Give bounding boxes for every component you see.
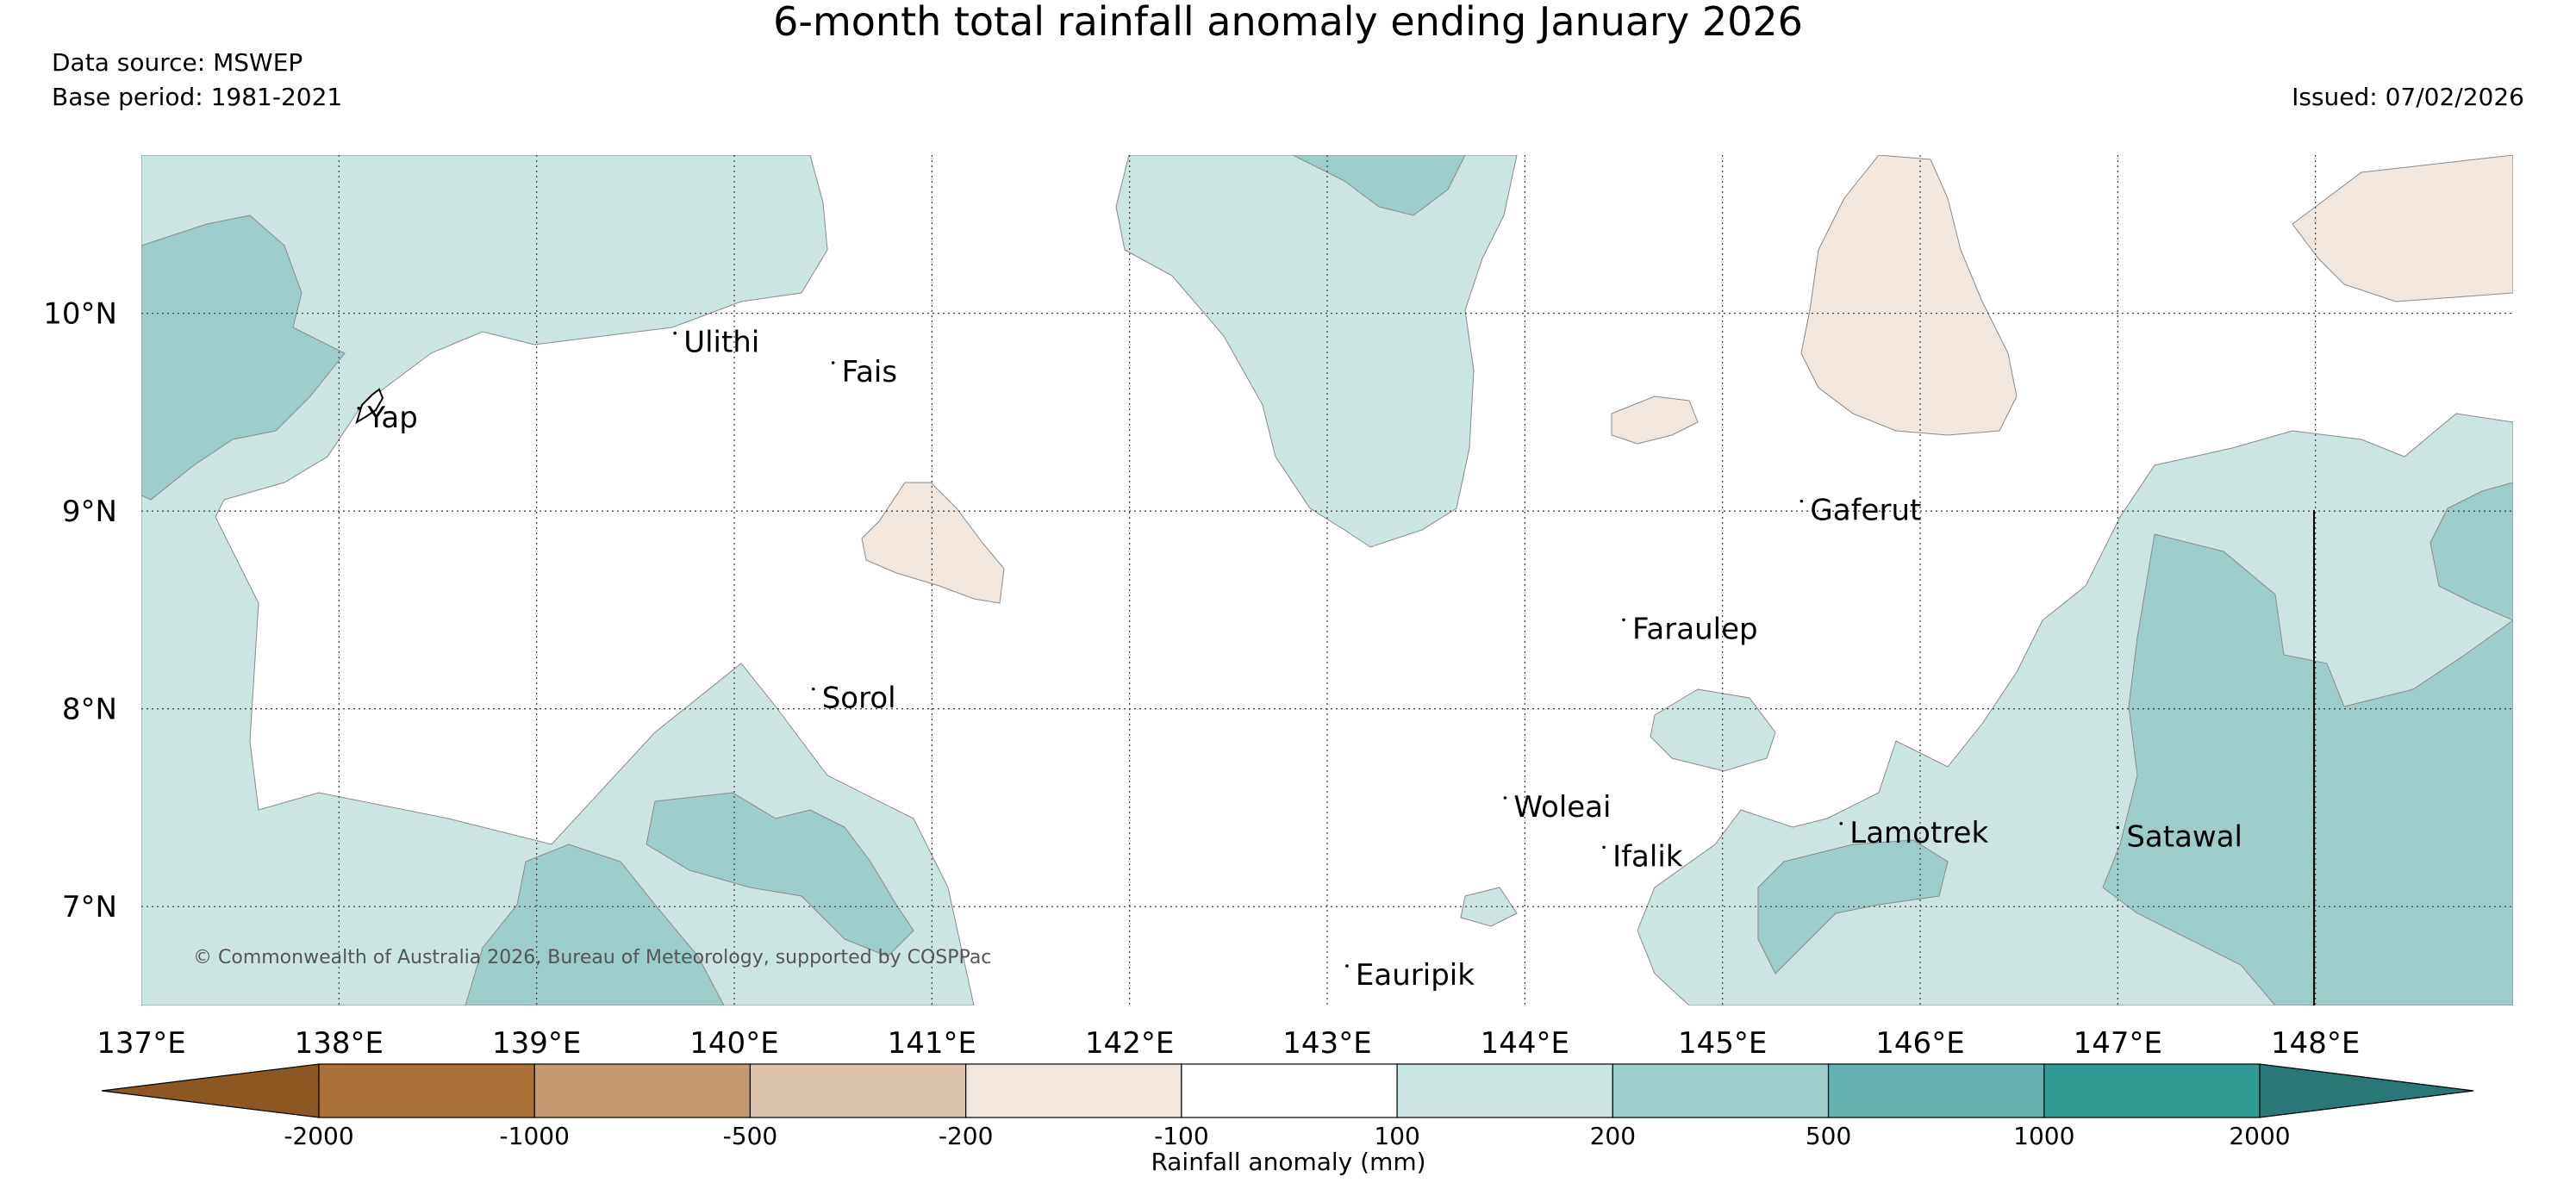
- place-label: Ulithi: [683, 326, 759, 360]
- anomaly-region-southwest: [646, 792, 914, 957]
- anomaly-region-central: [1115, 155, 1518, 548]
- island-marker: [2116, 825, 2120, 830]
- place-label: Eauripik: [1356, 958, 1475, 993]
- colorbar-segment: [1396, 1063, 1613, 1118]
- latitude-tick-labels: 10°N 9°N 8°N 7°N: [43, 297, 117, 925]
- lon-tick-label: 140°E: [689, 1026, 778, 1061]
- anomaly-region-small-brown: [1611, 395, 1699, 445]
- island-marker: [831, 361, 835, 364]
- colorbar-tick-label: -500: [723, 1122, 778, 1150]
- island-marker: [1839, 822, 1843, 825]
- island-marker: [811, 687, 815, 691]
- island-marker: [1622, 618, 1625, 622]
- island-marker: [1345, 964, 1349, 968]
- lat-tick-label: 7°N: [62, 890, 117, 924]
- lon-tick-label: 142°E: [1085, 1026, 1174, 1061]
- place-label: Satawal: [2126, 819, 2242, 854]
- place-label: Sorol: [822, 682, 896, 716]
- colorbar-segment: [1827, 1063, 2045, 1118]
- colorbar-segment: [2043, 1063, 2261, 1118]
- lon-tick-label: 148°E: [2271, 1026, 2360, 1061]
- longitude-tick-labels: 137°E 138°E 139°E 140°E 141°E 142°E 143°E 144°E…: [97, 1026, 2360, 1061]
- colorbar-extend-high: [2259, 1063, 2474, 1118]
- island-marker: [1602, 845, 1606, 850]
- issued-date: Issued: 07/02/2026: [2292, 83, 2524, 111]
- island-marker: [673, 331, 677, 335]
- lon-tick-label: 144°E: [1481, 1026, 1569, 1061]
- copyright-text: © Commonwealth of Australia 2026, Bureau…: [193, 947, 991, 968]
- colorbar-tick-label: -2000: [284, 1122, 353, 1150]
- colorbar-tick-label: -1000: [500, 1122, 570, 1150]
- gridlines: [141, 155, 2513, 1005]
- colorbar-segment: [318, 1063, 535, 1118]
- anomaly-region-sorol: [861, 482, 1005, 604]
- anomaly-region-west: [141, 155, 975, 1005]
- anomaly-region-yap: [141, 215, 346, 501]
- anomaly-region-satawal: [2102, 533, 2513, 1005]
- lon-tick-label: 141°E: [888, 1026, 976, 1061]
- yap-island: [355, 388, 384, 425]
- lon-tick-label: 138°E: [295, 1026, 384, 1061]
- place-label: Faraulep: [1632, 612, 1758, 646]
- anomaly-region-small: [1460, 887, 1518, 927]
- colorbar-segment: [1612, 1063, 1830, 1118]
- island-marker: [1503, 796, 1507, 800]
- place-label: Fais: [842, 355, 897, 389]
- map-title: 6-month total rainfall anomaly ending Ja…: [773, 0, 1803, 45]
- lon-tick-label: 137°E: [97, 1026, 185, 1061]
- island-marker: [1799, 499, 1804, 503]
- lat-tick-label: 10°N: [43, 297, 117, 332]
- base-period: Base period: 1981-2021: [52, 83, 343, 111]
- anomaly-region-patch: [1650, 688, 1776, 772]
- colorbar: -2000 -1000 -500 -200 -100 100 200 500 1000 2000: [101, 1063, 2474, 1150]
- colorbar-segment: [533, 1063, 752, 1118]
- anomaly-region-south: [465, 844, 725, 1005]
- anomaly-region-far-east: [2429, 482, 2513, 621]
- colorbar-segment: [1181, 1063, 1398, 1118]
- colorbar-tick-label: 2000: [2229, 1122, 2290, 1150]
- place-label: Woleai: [1513, 790, 1611, 825]
- colorbar-label: Rainfall anomaly (mm): [1151, 1148, 1425, 1176]
- lon-tick-label: 145°E: [1678, 1026, 1767, 1061]
- lat-tick-label: 8°N: [62, 693, 117, 727]
- colorbar-tick-label: 100: [1374, 1122, 1419, 1150]
- colorbar-segment: [749, 1063, 967, 1118]
- place-label: Lamotrek: [1849, 816, 1988, 850]
- lon-tick-label: 139°E: [492, 1026, 581, 1061]
- anomaly-region-northeast: [2292, 155, 2513, 302]
- lat-tick-label: 9°N: [62, 495, 117, 529]
- colorbar-tick-label: 500: [1806, 1122, 1851, 1150]
- place-label: Ifalik: [1612, 839, 1683, 874]
- lon-tick-label: 146°E: [1875, 1026, 1964, 1061]
- colorbar-tick-label: -200: [939, 1122, 994, 1150]
- data-source: Data source: MSWEP: [52, 48, 303, 77]
- colorbar-segment: [965, 1063, 1182, 1118]
- anomaly-region-gaferut: [1800, 155, 2018, 436]
- island-marker: [357, 407, 361, 410]
- colorbar-tick-label: 1000: [2013, 1122, 2074, 1150]
- anomaly-region-north: [1292, 155, 1466, 216]
- colorbar-tick-label: -100: [1154, 1122, 1209, 1150]
- lon-tick-label: 143°E: [1282, 1026, 1371, 1061]
- lon-tick-label: 147°E: [2074, 1026, 2162, 1061]
- place-labels: Ulithi Fais Yap Gaferut Faraulep Sorol Woleai L…: [357, 326, 2242, 993]
- colorbar-extend-low: [101, 1063, 320, 1118]
- place-label: Yap: [366, 401, 418, 435]
- rainfall-anomaly-map: Ulithi Fais Yap Gaferut Faraulep Sorol Woleai L…: [141, 155, 2513, 1005]
- colorbar-tick-label: 200: [1590, 1122, 1636, 1150]
- place-label: Gaferut: [1810, 494, 1921, 528]
